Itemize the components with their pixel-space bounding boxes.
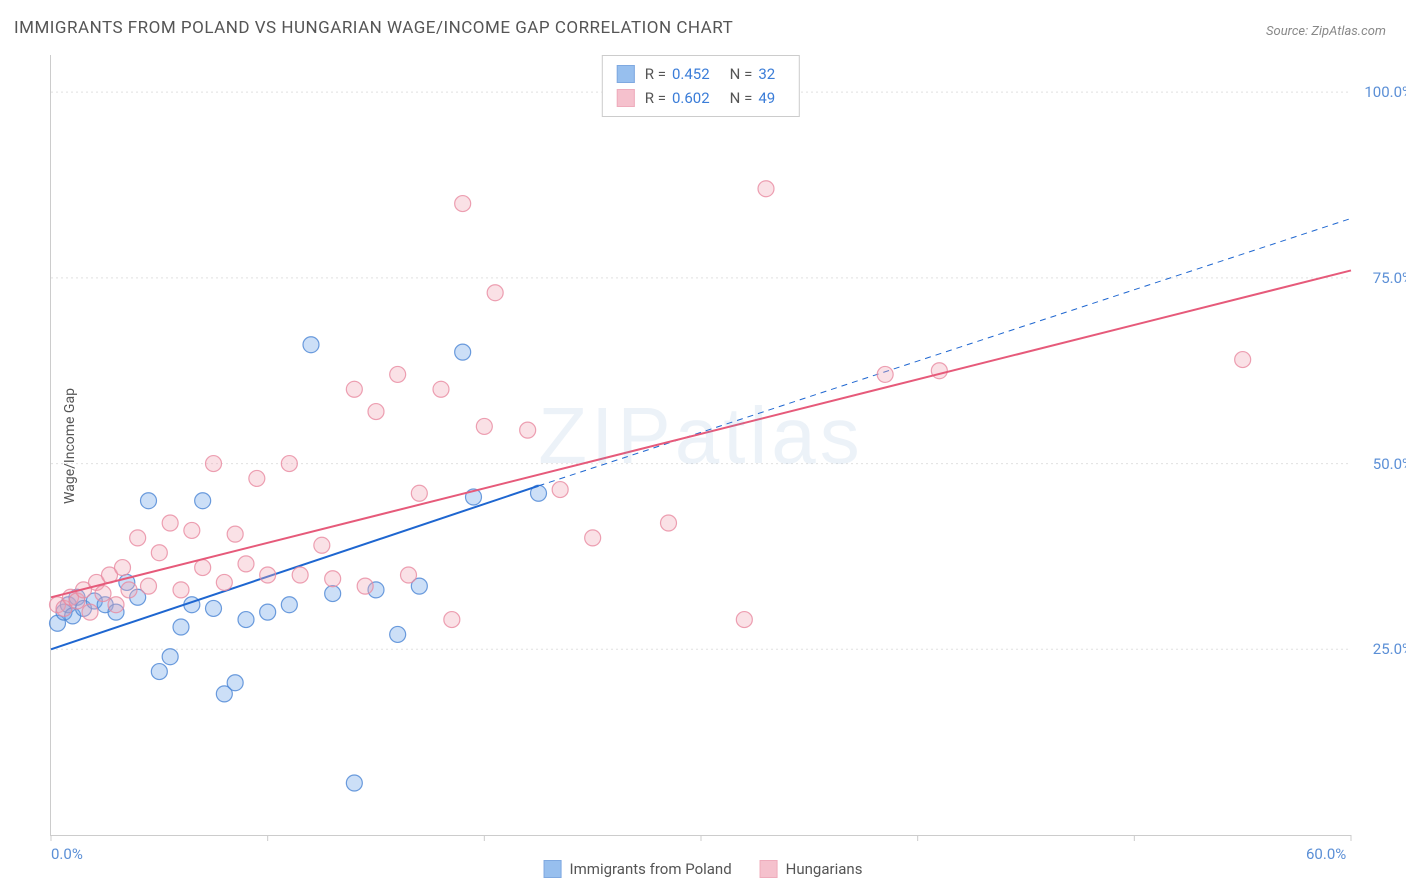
y-tick-label: 100.0% <box>1364 83 1406 101</box>
r-label: R = <box>645 62 666 86</box>
legend-swatch <box>544 860 562 878</box>
legend-label: Immigrants from Poland <box>570 860 732 878</box>
stats-legend-box: R = 0.452 N =32 R = 0.602 N =49 <box>602 55 800 117</box>
r-value: 0.452 <box>672 62 710 86</box>
r-value: 0.602 <box>672 86 710 110</box>
stats-row: R = 0.602 N =49 <box>617 86 785 110</box>
legend-item: Immigrants from Poland <box>544 860 732 878</box>
source-attribution: Source: ZipAtlas.com <box>1266 24 1386 39</box>
r-label: R = <box>645 86 666 110</box>
stats-row: R = 0.452 N =32 <box>617 62 785 86</box>
series-legend: Immigrants from Poland Hungarians <box>544 860 863 878</box>
legend-label: Hungarians <box>786 860 863 878</box>
chart-title: IMMIGRANTS FROM POLAND VS HUNGARIAN WAGE… <box>14 18 733 38</box>
y-tick-label: 50.0% <box>1373 455 1406 473</box>
legend-swatch <box>760 860 778 878</box>
series-swatch <box>617 89 635 107</box>
n-label: N = <box>730 86 753 110</box>
y-tick-label: 25.0% <box>1373 640 1406 658</box>
x-tick-label: 0.0% <box>51 845 83 863</box>
n-label: N = <box>730 62 753 86</box>
chart-container: IMMIGRANTS FROM POLAND VS HUNGARIAN WAGE… <box>0 0 1406 892</box>
chart-svg <box>51 55 1351 835</box>
series-swatch <box>617 65 635 83</box>
x-tick-label: 60.0% <box>1306 845 1346 863</box>
n-value: 49 <box>758 86 775 110</box>
y-tick-label: 75.0% <box>1373 269 1406 287</box>
n-value: 32 <box>758 62 775 86</box>
plot-area: ZIPatlas R =0.452N =32R =0.602N =49 25.0… <box>50 55 1351 836</box>
legend-item: Hungarians <box>760 860 863 878</box>
